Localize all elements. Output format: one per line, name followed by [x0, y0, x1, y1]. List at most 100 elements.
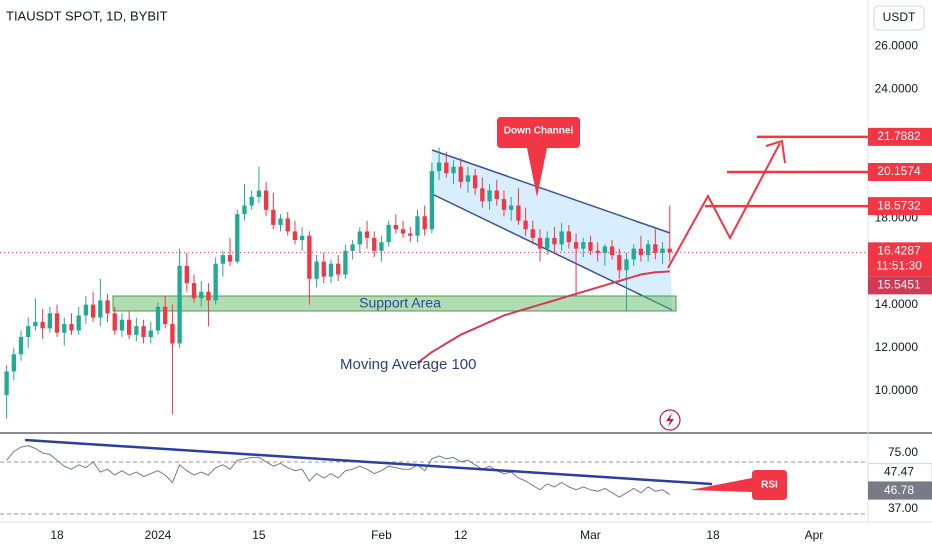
- rsi-callout: [690, 470, 787, 500]
- candle-body: [588, 242, 593, 251]
- candle-body: [321, 261, 326, 277]
- candle-body: [206, 291, 211, 301]
- candle-body: [552, 237, 557, 245]
- candle-body: [40, 321, 45, 329]
- currency-label: USDT: [883, 10, 916, 24]
- rsi-tick-label: 37.00: [888, 501, 918, 515]
- candle-body: [573, 242, 579, 249]
- candle-body: [220, 255, 226, 264]
- candle-body: [408, 233, 413, 236]
- candle-body: [415, 216, 420, 236]
- moving-average-line: [416, 270, 670, 364]
- channel-lower: [429, 192, 673, 311]
- candle-body: [364, 231, 370, 238]
- x-tick-label: 18: [50, 528, 64, 542]
- symbol-title: TIAUSDT SPOT, 1D, BYBIT: [6, 8, 168, 23]
- candle-body: [54, 313, 60, 333]
- candle-body: [119, 319, 125, 331]
- candle-body: [271, 209, 276, 225]
- rsi-ma-box: [867, 463, 932, 483]
- candle-body: [487, 190, 492, 202]
- target-label: 18.5732: [877, 198, 921, 212]
- candle-body: [148, 330, 153, 337]
- candle-body: [386, 224, 391, 243]
- candle-body: [235, 214, 240, 262]
- candle-body: [141, 326, 146, 337]
- candle-body: [163, 306, 168, 325]
- last-price-label: 16.4287: [877, 244, 921, 258]
- candle-body: [242, 205, 247, 215]
- candle-body: [285, 218, 290, 232]
- candle-body: [653, 244, 658, 253]
- candle-body: [177, 265, 182, 344]
- y-tick-label: 10.0000: [875, 383, 919, 397]
- rsi-trendline: [24, 438, 713, 486]
- candle-body: [126, 319, 132, 335]
- x-tick-label: Feb: [371, 528, 392, 542]
- candle-body: [328, 263, 334, 277]
- candle-body: [134, 326, 139, 335]
- rsi-callout-text: RSI: [761, 480, 778, 491]
- drawings-over: Down Channel Support Area Moving Average…: [6, 5, 932, 542]
- marks: [0, 147, 868, 498]
- y-tick-label: 14.0000: [875, 297, 919, 311]
- candle-body: [256, 190, 262, 197]
- y-tick-label: 12.0000: [875, 340, 919, 354]
- candle-body: [645, 244, 651, 256]
- candle-body: [263, 190, 269, 210]
- channel-fill: [430, 150, 672, 310]
- rsi-line: [6, 445, 671, 498]
- candle-body: [458, 166, 463, 182]
- target-label: 21.7882: [877, 129, 921, 143]
- candle-body: [76, 315, 81, 331]
- rsi-tick-label: 75.00: [888, 445, 918, 459]
- y-tick-label: 26.0000: [875, 38, 919, 52]
- x-tick-label: 12: [454, 528, 468, 542]
- candle-body: [278, 218, 283, 225]
- candle-body: [444, 162, 449, 174]
- rsi-value-label: 46.78: [884, 483, 914, 497]
- candle-body: [249, 196, 254, 206]
- candle-body: [227, 255, 233, 262]
- countdown-label: 11:51:30: [876, 259, 922, 273]
- candle-body: [47, 313, 53, 329]
- candle-body: [105, 300, 110, 314]
- candle-body: [357, 231, 362, 245]
- candle-body: [472, 175, 478, 189]
- candle-body: [667, 248, 672, 253]
- candle-body: [199, 291, 204, 299]
- candle-body: [602, 246, 608, 253]
- last-price-box: [868, 242, 932, 277]
- rsi-value-box: [868, 481, 932, 500]
- candle-body: [480, 188, 485, 202]
- candle-body: [509, 205, 514, 210]
- candle-body: [184, 265, 189, 284]
- currency-button[interactable]: [873, 5, 925, 31]
- candle-body: [617, 255, 622, 271]
- candle-body: [451, 166, 456, 174]
- x-tick-label: Apr: [805, 528, 824, 542]
- ma-label: Moving Average 100: [340, 356, 477, 373]
- candle-body: [336, 263, 341, 275]
- candle-body: [155, 306, 161, 331]
- candle-body: [11, 354, 16, 372]
- target-label-box: [868, 127, 932, 146]
- candle-body: [436, 162, 442, 172]
- candle-body: [112, 313, 117, 331]
- channel-callout: [497, 117, 580, 197]
- candle-body: [98, 300, 103, 318]
- target-label-box: [868, 197, 932, 216]
- candle-body: [559, 231, 564, 245]
- candle-body: [4, 371, 9, 396]
- candle-body: [69, 324, 74, 331]
- candle-body: [494, 190, 499, 200]
- rsi-ma-label: 47.47: [884, 465, 914, 479]
- candle-body: [523, 220, 528, 230]
- candle-body: [501, 199, 507, 210]
- candle-body: [26, 326, 31, 337]
- candle-body: [213, 263, 218, 301]
- candle-body: [537, 237, 543, 249]
- candle-body: [18, 336, 24, 355]
